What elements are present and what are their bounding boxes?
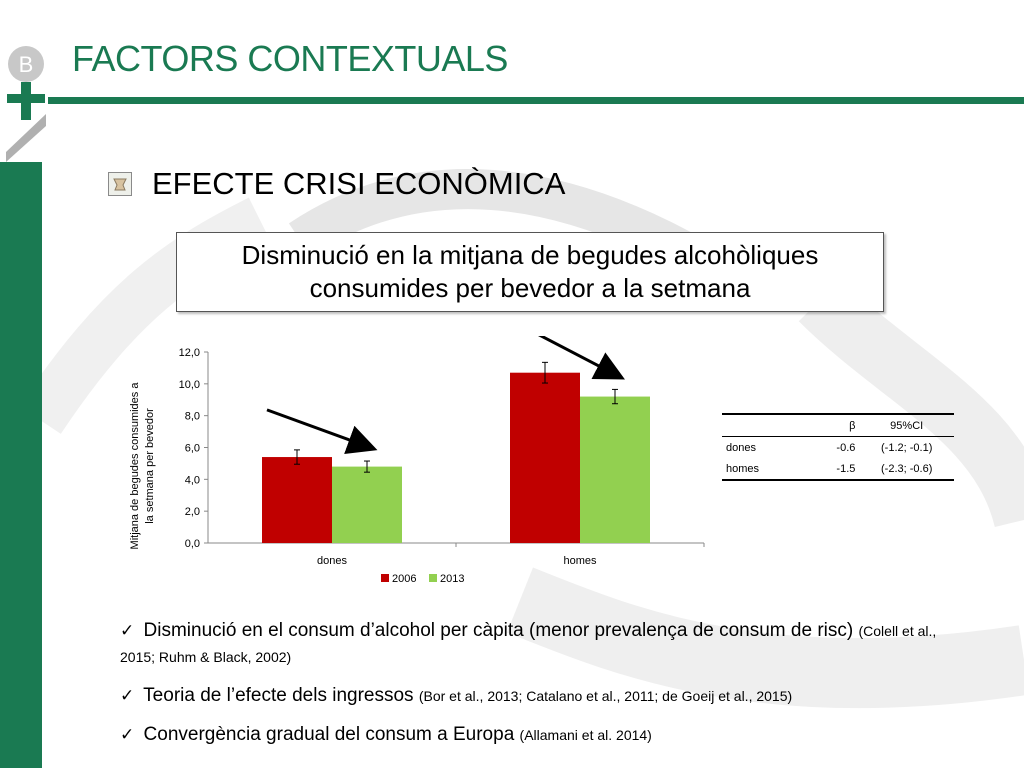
legend-label-2006: 2006 bbox=[392, 573, 416, 585]
table-header-beta: β bbox=[849, 419, 856, 432]
checkmark-icon: ✓ bbox=[120, 725, 135, 744]
point-text: Convergència gradual del consum a Europa bbox=[138, 724, 520, 745]
bar-2006-homes bbox=[510, 372, 580, 543]
table-header-ci: 95%CI bbox=[890, 419, 924, 432]
page-title: FACTORS CONTEXTUALS bbox=[72, 38, 508, 79]
bar-2013-homes bbox=[580, 396, 650, 543]
table-cell-group: homes bbox=[726, 462, 760, 475]
table-cell-group: dones bbox=[726, 441, 756, 454]
bar-2006-dones bbox=[262, 457, 332, 543]
table-cell-ci: (-1.2; -0.1) bbox=[881, 441, 933, 454]
findings-list: ✓ Disminució en el consum d’alcohol per … bbox=[120, 618, 960, 761]
table-header-group bbox=[722, 414, 787, 437]
list-item: ✓ Disminució en el consum d’alcohol per … bbox=[120, 618, 960, 670]
point-text: Teoria de l’efecte dels ingressos bbox=[138, 685, 419, 706]
decrease-arrow-homes bbox=[537, 336, 625, 380]
y-tick-label: 0,0 bbox=[185, 538, 200, 550]
table-header-row: β 95%CI bbox=[722, 414, 954, 437]
table-cell-ci: (-2.3; -0.6) bbox=[881, 462, 933, 475]
table-row: dones -0.6 (-1.2; -0.1) bbox=[722, 437, 954, 459]
x-category-label: homes bbox=[563, 555, 597, 567]
svg-text:B: B bbox=[19, 52, 34, 77]
bcn-plus-logo: B bbox=[6, 46, 46, 162]
title-rule bbox=[48, 97, 1024, 104]
checkmark-icon: ✓ bbox=[120, 686, 135, 705]
table-cell-beta: -1.5 bbox=[836, 462, 856, 475]
y-axis-label-line-2: la setmana per bevedor bbox=[144, 408, 156, 524]
callout-line-1: Disminució en la mitjana de begudes alco… bbox=[241, 240, 819, 270]
bar-chart: 0,0 2,0 4,0 6,0 8,0 10,0 12,0 dones homes Mitjan… bbox=[129, 336, 705, 585]
table-cell-beta: -0.6 bbox=[836, 441, 856, 454]
list-item: ✓ Teoria de l’efecte dels ingressos (Bor… bbox=[120, 683, 960, 709]
callout-box: Disminució en la mitjana de begudes alco… bbox=[176, 232, 884, 312]
left-brand-band bbox=[0, 162, 42, 768]
y-tick-label: 8,0 bbox=[185, 411, 200, 423]
table-row: homes -1.5 (-2.3; -0.6) bbox=[722, 458, 954, 480]
y-tick-label: 2,0 bbox=[185, 506, 200, 518]
bar-2013-dones bbox=[332, 466, 402, 543]
section-subtitle: EFECTE CRISI ECONÒMICA bbox=[152, 166, 566, 201]
y-axis-label-line-1: Mitjana de begudes consumides a bbox=[129, 382, 141, 550]
y-tick-label: 4,0 bbox=[185, 474, 200, 486]
picture-bullet-icon bbox=[108, 172, 132, 196]
legend-swatch-2013 bbox=[429, 574, 437, 582]
checkmark-icon: ✓ bbox=[120, 621, 135, 640]
legend-swatch-2006 bbox=[381, 574, 389, 582]
decrease-arrow-dones bbox=[266, 408, 378, 454]
y-tick-label: 6,0 bbox=[185, 443, 200, 455]
callout-line-2: consumides per bevedor a la setmana bbox=[309, 273, 751, 303]
point-reference: (Bor et al., 2013; Catalano et al., 2011… bbox=[418, 688, 793, 704]
y-tick-label: 10,0 bbox=[179, 379, 200, 391]
legend-label-2013: 2013 bbox=[440, 573, 464, 585]
list-item: ✓ Convergència gradual del consum a Euro… bbox=[120, 722, 960, 748]
regression-table: β 95%CI dones -0.6 (-1.2; -0.1) homes -1… bbox=[722, 413, 954, 481]
y-tick-label: 12,0 bbox=[179, 347, 200, 359]
point-reference: (Allamani et al. 2014) bbox=[519, 727, 652, 743]
point-text: Disminució en el consum d’alcohol per cà… bbox=[138, 620, 859, 641]
x-category-label: dones bbox=[317, 555, 347, 567]
point-reference: (Colell et al., 2015; Ruhm & Black, 2002… bbox=[120, 623, 937, 665]
